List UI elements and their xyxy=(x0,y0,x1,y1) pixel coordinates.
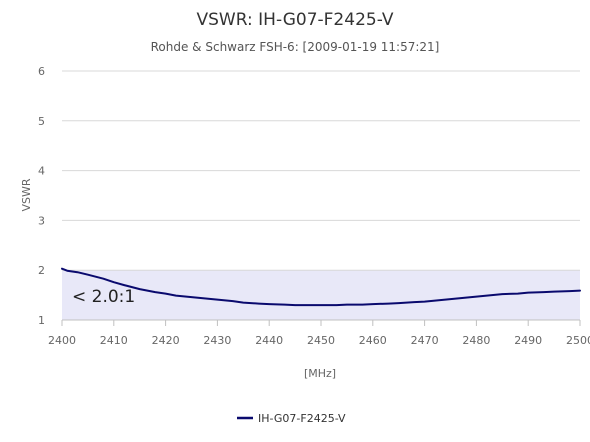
y-tick-label: 4 xyxy=(38,165,45,178)
legend-item-label[interactable]: IH-G07-F2425-V xyxy=(258,412,346,425)
y-tick-label: 6 xyxy=(38,65,45,78)
y-axis-label: VSWR xyxy=(20,178,33,211)
x-tick-label: 2440 xyxy=(255,334,283,347)
x-tick-label: 2450 xyxy=(307,334,335,347)
x-tick-label: 2460 xyxy=(359,334,387,347)
y-tick-label: 2 xyxy=(38,264,45,277)
y-tick-label: 1 xyxy=(38,314,45,327)
x-tick-label: 2490 xyxy=(514,334,542,347)
legend[interactable]: IH-G07-F2425-V xyxy=(237,412,346,425)
grid-layer xyxy=(62,70,580,321)
x-tick-label: 2470 xyxy=(411,334,439,347)
x-tick-label: 2430 xyxy=(203,334,231,347)
chart-title: VSWR: IH-G07-F2425-V xyxy=(197,10,394,30)
chart-subtitle: Rohde & Schwarz FSH-6: [2009-01-19 11:57… xyxy=(151,40,440,54)
x-axis-label: [MHz] xyxy=(304,367,336,380)
x-tick-label: 2500 xyxy=(566,334,590,347)
y-tick-label: 3 xyxy=(38,214,45,227)
y-tick-label: 5 xyxy=(38,115,45,128)
x-tick-label: 2410 xyxy=(100,334,128,347)
x-tick-label: 2400 xyxy=(48,334,76,347)
series-line[interactable] xyxy=(61,267,581,307)
plot-band-label: < 2.0:1 xyxy=(72,287,135,307)
x-tick-label: 2420 xyxy=(152,334,180,347)
series-layer xyxy=(61,267,581,307)
axis-layer: 1 2 3 4 5 6 2400 2410 2420 2430 2440 2450 2460 2470 24… xyxy=(38,65,590,347)
x-tick-label: 2480 xyxy=(462,334,490,347)
